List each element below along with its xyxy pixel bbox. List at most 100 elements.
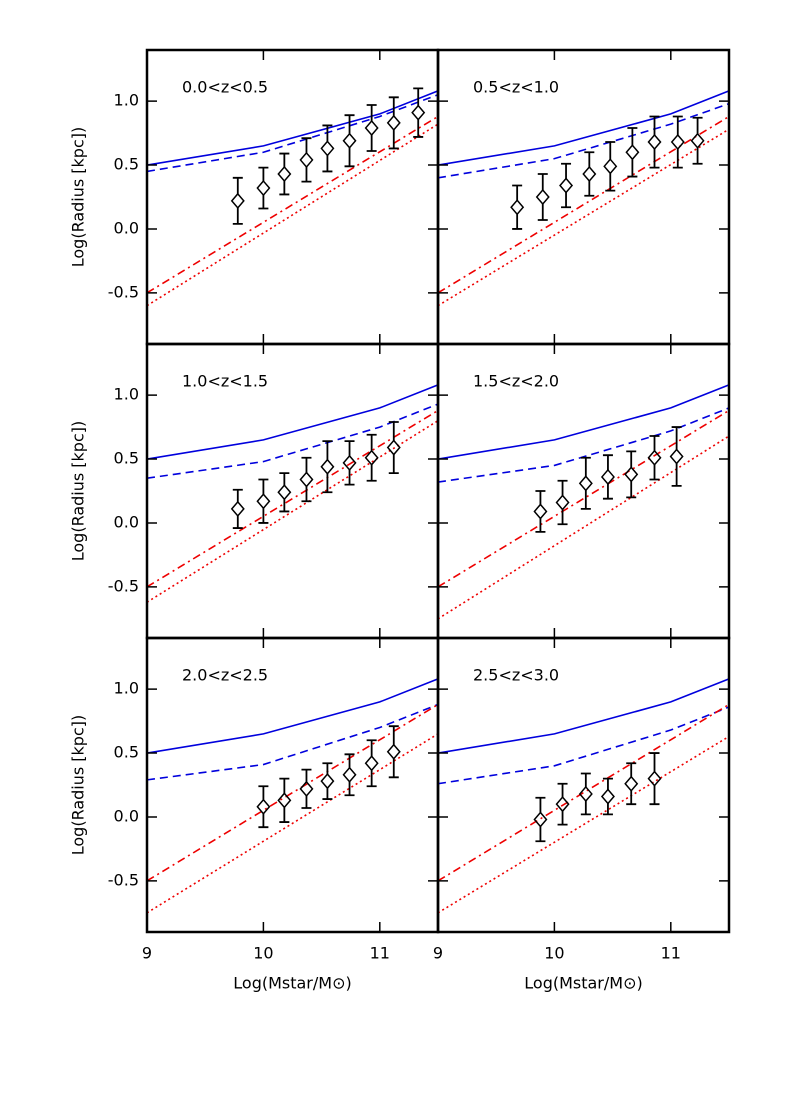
error-bar [301, 768, 312, 809]
error-bar [537, 173, 548, 221]
error-bar [279, 152, 290, 196]
diamond-marker [299, 151, 314, 169]
diamond-marker [364, 119, 379, 137]
y-tick-label: 1.0 [114, 385, 139, 404]
error-bar [626, 450, 637, 499]
model-line [147, 90, 438, 166]
error-bar [366, 739, 377, 788]
panel-title: 0.5<z<1.0 [473, 78, 559, 97]
diamond-marker [320, 458, 335, 475]
x-axis-label: Log(Mstar/M⊙) [524, 974, 642, 993]
error-bar [584, 151, 595, 197]
error-bar [388, 725, 399, 779]
diamond-marker [600, 468, 615, 486]
diamond-marker [342, 766, 357, 783]
diamond-marker [256, 493, 271, 510]
diamond-marker [277, 165, 292, 183]
diamond-marker [230, 500, 245, 518]
y-tick-label: 0.0 [114, 512, 139, 531]
error-bar [561, 162, 572, 209]
diamond-marker [510, 199, 525, 216]
model-line [438, 409, 729, 588]
x-tick-label: 9 [142, 944, 152, 963]
x-tick-label: 9 [433, 944, 443, 963]
error-bar [232, 176, 243, 225]
panel-title: 1.5<z<2.0 [473, 372, 559, 391]
error-bar [602, 454, 613, 500]
diamond-marker [533, 503, 548, 520]
error-bar [388, 96, 399, 150]
y-tick-label: 1.0 [114, 679, 139, 698]
diamond-marker [342, 132, 357, 149]
x-tick-label: 10 [544, 944, 564, 963]
error-bar [535, 490, 546, 533]
diamond-marker [603, 158, 618, 175]
diamond-marker [625, 144, 640, 161]
error-bar [626, 762, 637, 806]
y-tick-label: 0.5 [114, 743, 139, 762]
panel-frame [436, 636, 731, 934]
error-bar [512, 184, 523, 230]
model-line [147, 93, 438, 173]
diamond-marker [670, 133, 685, 151]
error-bar [580, 772, 591, 816]
model-line [438, 90, 729, 166]
error-bar [413, 87, 424, 138]
error-bar [258, 166, 269, 210]
diamond-marker [555, 494, 570, 511]
diamond-marker [320, 140, 335, 157]
model-line [147, 733, 438, 914]
model-line [147, 409, 438, 588]
x-tick-label: 10 [253, 944, 273, 963]
diamond-marker [647, 449, 662, 466]
diamond-marker [342, 454, 357, 472]
model-line [147, 123, 438, 307]
model-line [147, 384, 438, 460]
y-tick-label: -0.5 [108, 576, 139, 595]
model-line [147, 678, 438, 754]
model-line [438, 102, 729, 179]
x-tick-label: 11 [661, 944, 681, 963]
diamond-marker [256, 798, 271, 815]
diamond-marker [578, 785, 593, 803]
error-bar [692, 116, 703, 165]
diamond-marker [624, 775, 639, 792]
model-line [438, 706, 729, 785]
error-bar [649, 435, 660, 481]
diamond-marker [647, 770, 662, 787]
error-bar [557, 479, 568, 526]
error-bar [301, 137, 312, 183]
y-axis-label: Log(Radius [kpc]) [69, 127, 88, 268]
panel-title: 2.5<z<3.0 [473, 666, 559, 685]
y-axis-label: Log(Radius [kpc]) [69, 421, 88, 562]
diamond-marker [277, 484, 292, 501]
error-bar [557, 782, 568, 826]
error-bar [627, 127, 638, 178]
diamond-marker [690, 132, 705, 149]
diamond-marker [364, 449, 379, 466]
error-bar [258, 785, 269, 829]
error-bar [258, 478, 269, 524]
model-line [147, 420, 438, 603]
diamond-marker [624, 466, 639, 483]
model-line [438, 407, 729, 483]
model-line [438, 128, 729, 307]
diamond-marker [256, 179, 271, 197]
diamond-marker [277, 792, 292, 809]
model-line [438, 435, 729, 620]
error-bar [322, 440, 333, 494]
diamond-marker [669, 448, 684, 465]
error-bar [322, 124, 333, 173]
model-line [147, 115, 438, 294]
error-bar [344, 440, 355, 486]
diamond-marker [364, 755, 379, 772]
diamond-marker [386, 439, 401, 456]
error-bar [232, 488, 243, 529]
model-line [438, 735, 729, 914]
model-line [438, 703, 729, 882]
error-bar [344, 114, 355, 168]
x-tick-label: 11 [370, 944, 390, 963]
diamond-marker [600, 788, 615, 805]
y-tick-label: 0.5 [114, 449, 139, 468]
